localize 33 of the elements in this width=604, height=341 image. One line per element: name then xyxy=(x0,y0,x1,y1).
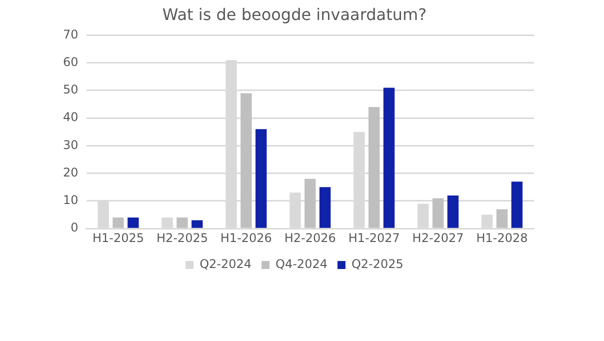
y-tick-label: 50 xyxy=(62,82,78,97)
y-tick-label: 40 xyxy=(62,110,78,124)
x-tick-label: H2-2026 xyxy=(284,230,336,245)
y-tick-label: 30 xyxy=(62,138,78,152)
legend-label: Q2-2025 xyxy=(351,257,404,272)
y-tick-label: 20 xyxy=(62,165,78,180)
y-tick-label: 60 xyxy=(62,54,78,69)
bar xyxy=(383,88,395,228)
bar xyxy=(112,218,124,228)
chart-title: Wat is de beoogde invaardatum? xyxy=(162,4,427,24)
bar xyxy=(304,178,316,228)
x-tick-label: H1-2026 xyxy=(220,230,272,245)
bar xyxy=(192,220,203,228)
bar xyxy=(368,107,380,228)
bar xyxy=(176,218,188,228)
x-tick-label: H1-2027 xyxy=(348,230,400,245)
bar xyxy=(447,195,459,228)
bar xyxy=(128,218,139,228)
bar xyxy=(256,129,267,228)
y-tick-label: 0 xyxy=(70,220,78,235)
bar xyxy=(496,209,508,228)
bar xyxy=(240,93,252,228)
y-tick-label: 70 xyxy=(62,27,78,42)
legend-label: Q4-2024 xyxy=(276,257,328,272)
y-tick-label: 10 xyxy=(62,193,78,208)
bar xyxy=(511,182,523,228)
x-tick-label: H1-2025 xyxy=(92,230,144,245)
x-tick-label: H2-2027 xyxy=(412,230,464,245)
bar xyxy=(319,187,331,228)
legend-label: Q2-2024 xyxy=(200,257,252,272)
x-tick-label: H1-2028 xyxy=(476,230,528,245)
bar xyxy=(432,198,444,228)
x-tick-label: H2-2025 xyxy=(156,230,208,245)
